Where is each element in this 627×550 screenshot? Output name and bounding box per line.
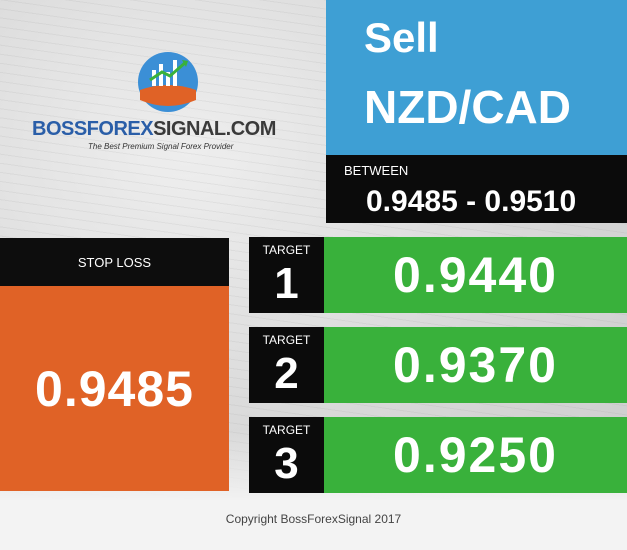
brand-name-part1: BOSSFOREX	[32, 118, 154, 140]
brand-logo: BOSSFOREXSIGNAL.COM The Best Premium Sig…	[28, 50, 298, 160]
signal-action: Sell	[364, 14, 439, 61]
bull-chart-globe-icon	[138, 52, 198, 112]
target-row-1: TARGET 1 0.9440	[249, 237, 627, 313]
target-value: 0.9370	[393, 337, 558, 393]
currency-pair: NZD/CAD	[364, 81, 571, 133]
target-number: 3	[274, 439, 299, 488]
entry-range-value: 0.9485 - 0.9510	[366, 185, 577, 218]
brand-name: BOSSFOREXSIGNAL.COM	[32, 118, 276, 141]
target-value-box: 0.9370	[324, 327, 627, 403]
target-number: 1	[274, 259, 299, 308]
target-label-box: TARGET 1	[249, 237, 324, 313]
target-label-box: TARGET 2	[249, 327, 324, 403]
target-label: TARGET	[262, 333, 311, 347]
brand-name-part2: SIGNAL.COM	[153, 118, 276, 140]
stop-loss-panel: 0.9485	[0, 286, 229, 491]
entry-range-label: BETWEEN	[344, 163, 409, 178]
entry-range-panel: BETWEEN 0.9485 - 0.9510	[326, 155, 627, 223]
target-value: 0.9250	[393, 427, 558, 483]
stop-loss-label: STOP LOSS	[0, 238, 229, 286]
signal-action-panel: Sell NZD/CAD	[326, 0, 627, 155]
target-row-3: TARGET 3 0.9250	[249, 417, 627, 493]
target-row-2: TARGET 2 0.9370	[249, 327, 627, 403]
target-label-box: TARGET 3	[249, 417, 324, 493]
copyright-text: Copyright BossForexSignal 2017	[225, 512, 402, 526]
stop-loss-value: 0.9485	[35, 360, 194, 417]
target-value-box: 0.9440	[324, 237, 627, 313]
target-label: TARGET	[262, 243, 311, 257]
target-value-box: 0.9250	[324, 417, 627, 493]
target-label: TARGET	[262, 423, 311, 437]
brand-tagline: The Best Premium Signal Forex Provider	[88, 142, 234, 151]
target-number: 2	[274, 349, 299, 398]
target-value: 0.9440	[393, 247, 558, 303]
